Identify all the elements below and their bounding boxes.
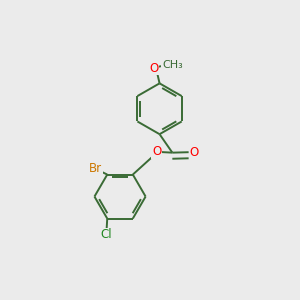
Text: O: O (149, 62, 158, 75)
Text: CH₃: CH₃ (162, 60, 183, 70)
Text: O: O (189, 146, 198, 159)
Text: Br: Br (89, 162, 102, 175)
Text: O: O (152, 146, 161, 158)
Text: Cl: Cl (100, 228, 112, 241)
